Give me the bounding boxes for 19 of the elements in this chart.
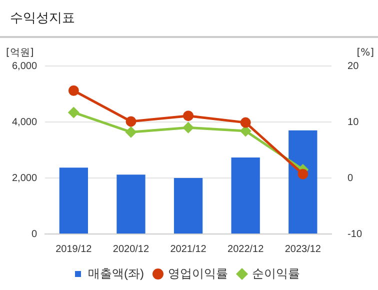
y-tick-label: 6,000 <box>12 60 38 72</box>
x-tick-label: 2019/12 <box>56 244 92 255</box>
x-tick-label: 2021/12 <box>170 244 207 255</box>
y2-tick-label: 20 <box>348 60 360 72</box>
y2-tick-label: -10 <box>348 228 362 240</box>
x-tick-label: 2023/12 <box>284 244 322 255</box>
x-tick-label: 2022/12 <box>228 244 264 255</box>
y2-tick-label: 0 <box>348 172 354 184</box>
y-tick-label: 4,000 <box>12 116 38 128</box>
x-tick-label: 2020/12 <box>112 244 150 255</box>
y-tick-label: 0 <box>31 228 38 240</box>
y2-axis-title: [%] <box>356 48 374 59</box>
y-axis-title: [억원] <box>6 48 34 59</box>
legend-label: 순이익률 <box>252 266 300 280</box>
chart-title: 수익성지표 <box>0 0 378 38</box>
legend-label: 매출액(좌) <box>88 266 144 280</box>
legend-label: 영업이익률 <box>168 266 228 280</box>
y-tick-label: 2,000 <box>12 172 38 184</box>
y2-tick-label: 10 <box>348 116 360 128</box>
